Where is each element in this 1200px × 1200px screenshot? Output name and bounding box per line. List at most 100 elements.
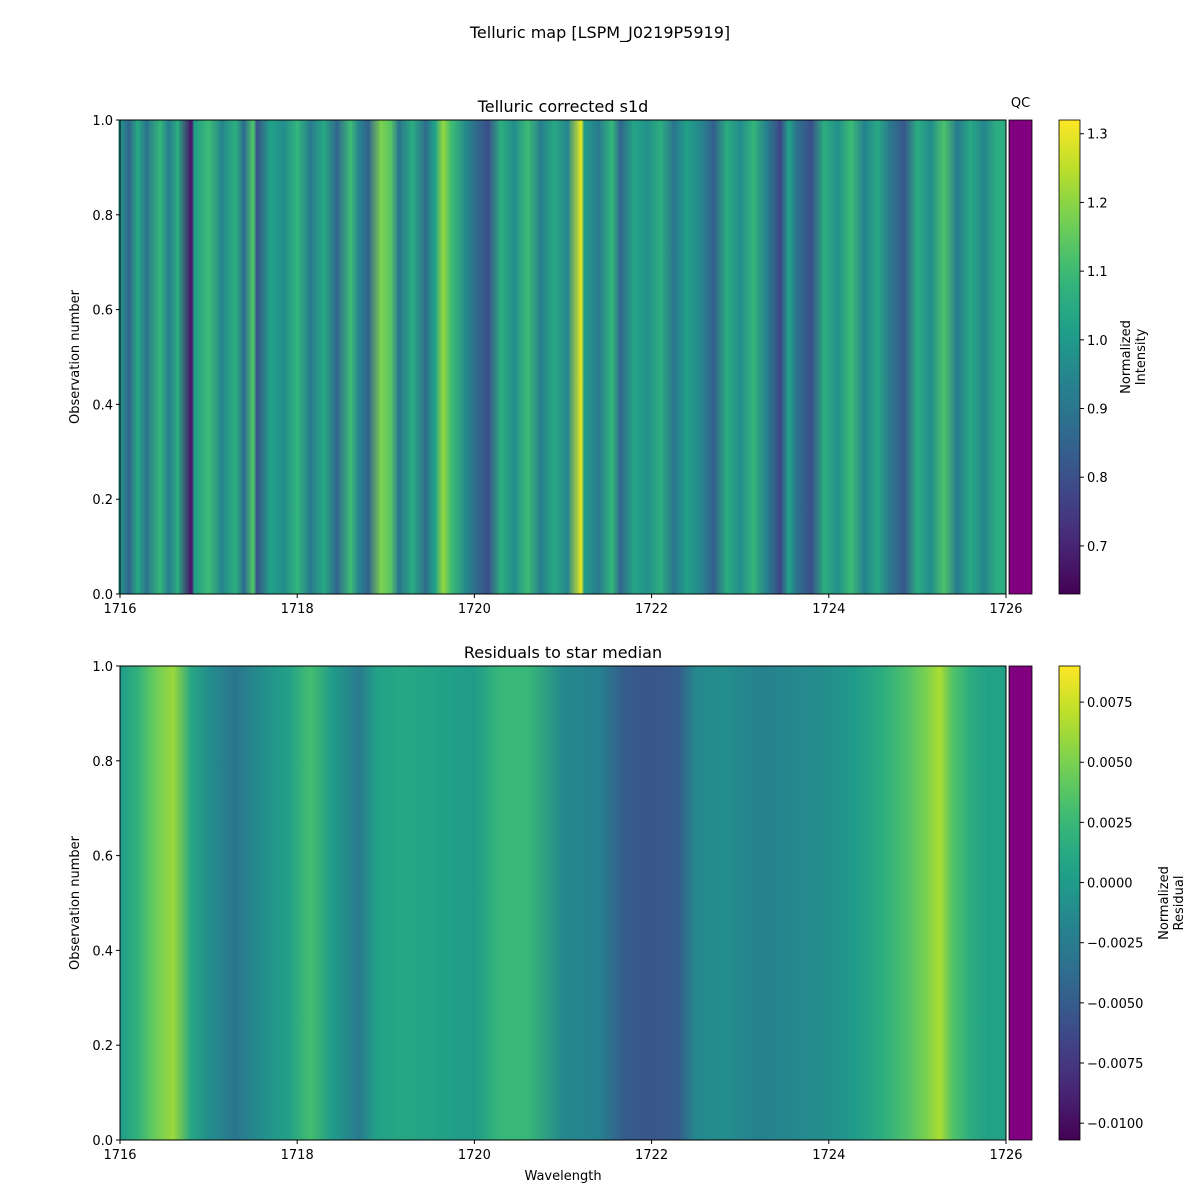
x-tick-label: 1722 bbox=[635, 1148, 668, 1163]
heatmap-column bbox=[176, 120, 180, 594]
heatmap-columns bbox=[119, 666, 989, 1140]
heatmap-column bbox=[158, 120, 162, 594]
heatmap-column bbox=[172, 666, 174, 1140]
colorbar bbox=[1058, 119, 1081, 595]
qc-label: QC bbox=[1011, 96, 1030, 111]
heatmap-column bbox=[889, 120, 893, 594]
heatmap-column bbox=[952, 666, 954, 1140]
heatmap-column bbox=[450, 120, 454, 594]
heatmap-column bbox=[167, 120, 171, 594]
y-tick-label: 0.2 bbox=[92, 1039, 113, 1054]
qc-strip bbox=[1008, 665, 1033, 1141]
heatmap-column bbox=[751, 120, 755, 594]
colorbar-tick-label: 0.9 bbox=[1087, 403, 1108, 418]
colorbar-tick-label: 1.0 bbox=[1087, 334, 1108, 349]
heatmap-column bbox=[234, 666, 236, 1140]
heatmap-column bbox=[712, 120, 716, 594]
heatmap-column bbox=[565, 120, 569, 594]
heatmap-column bbox=[433, 120, 437, 594]
heatmap-column bbox=[441, 120, 445, 594]
colorbar-tick-label: 1.1 bbox=[1087, 265, 1108, 280]
x-tick-label: 1720 bbox=[458, 602, 491, 617]
y-tick-label: 0.2 bbox=[92, 493, 113, 508]
heatmap-column bbox=[925, 666, 927, 1140]
heatmap-column bbox=[651, 666, 653, 1140]
heatmap-column bbox=[366, 120, 370, 594]
heatmap-column bbox=[955, 120, 959, 594]
y-axis-label: Observation number bbox=[68, 289, 83, 424]
heatmap-column bbox=[512, 120, 516, 594]
heatmap-column bbox=[738, 120, 742, 594]
heatmap-column bbox=[348, 120, 352, 594]
y-tick-label: 0.0 bbox=[92, 588, 113, 603]
heatmap-column bbox=[322, 120, 326, 594]
colorbar-tick-label: 1.3 bbox=[1087, 128, 1108, 143]
colorbar-tick-label: 0.8 bbox=[1087, 471, 1108, 486]
charts-container: 1716 1718 1720 1722 1724 1726 0.0 0.2 0.4 0.6 0.8 1… bbox=[68, 96, 1187, 1184]
chart-title: Residuals to star median bbox=[464, 643, 662, 662]
heatmap-column bbox=[526, 120, 530, 594]
heatmap-column bbox=[269, 120, 273, 594]
heatmap-column bbox=[145, 120, 149, 594]
heatmap-column bbox=[969, 120, 973, 594]
heatmap-column bbox=[376, 666, 378, 1140]
heatmap-column bbox=[410, 120, 414, 594]
heatmap-column bbox=[876, 120, 880, 594]
y-tick-label: 0.4 bbox=[92, 398, 113, 413]
colorbar-tick-label: −0.0075 bbox=[1087, 1057, 1143, 1072]
heatmap-column bbox=[379, 120, 383, 594]
y-tick-label: 0.8 bbox=[92, 755, 113, 770]
heatmap-column bbox=[357, 120, 361, 594]
heatmap-column bbox=[473, 666, 475, 1140]
heatmap-column bbox=[619, 120, 623, 594]
heatmap-column bbox=[261, 666, 263, 1140]
colorbar-tick-label: −0.0100 bbox=[1087, 1117, 1143, 1132]
heatmap-column bbox=[154, 666, 156, 1140]
heatmap-column bbox=[836, 120, 840, 594]
heatmap-column bbox=[233, 120, 237, 594]
heatmap-column bbox=[500, 666, 502, 1140]
heatmap-column bbox=[725, 120, 729, 594]
x-tick-label: 1726 bbox=[989, 602, 1022, 617]
heatmap-column bbox=[915, 120, 919, 594]
heatmap-column bbox=[309, 666, 311, 1140]
heatmap-column bbox=[596, 120, 600, 594]
heatmap-column bbox=[332, 666, 334, 1140]
heatmap-column bbox=[136, 120, 140, 594]
heatmap-column bbox=[464, 120, 468, 594]
heatmap-column bbox=[721, 666, 723, 1140]
heatmap-column bbox=[854, 666, 856, 1140]
y-axis-label: Observation number bbox=[68, 835, 83, 970]
heatmap-column bbox=[282, 120, 286, 594]
heatmap-column bbox=[190, 666, 192, 1140]
y-tick-label: 0.6 bbox=[92, 304, 113, 319]
heatmap-column bbox=[397, 120, 401, 594]
heatmap-column bbox=[685, 120, 689, 594]
heatmap-column bbox=[658, 120, 662, 594]
colorbar-tick-label: 0.0000 bbox=[1087, 877, 1133, 892]
heatmap-column bbox=[220, 120, 224, 594]
y-tick-label: 1.0 bbox=[92, 114, 113, 129]
heatmap-column bbox=[942, 120, 946, 594]
x-tick-label: 1716 bbox=[103, 1148, 136, 1163]
heatmap-column bbox=[698, 120, 702, 594]
heatmap-column bbox=[207, 120, 211, 594]
y-tick-label: 0.4 bbox=[92, 944, 113, 959]
y-tick-label: 1.0 bbox=[92, 660, 113, 675]
heatmap-column bbox=[987, 666, 989, 1140]
heatmap-column bbox=[939, 666, 941, 1140]
x-tick-label: 1726 bbox=[989, 1148, 1022, 1163]
heatmap-column bbox=[208, 666, 210, 1140]
heatmap-column bbox=[610, 120, 614, 594]
colorbar-tick-label: −0.0025 bbox=[1087, 937, 1143, 952]
heatmap-column bbox=[552, 120, 556, 594]
heatmap-column bbox=[287, 666, 289, 1140]
heatmap-column bbox=[486, 120, 490, 594]
heatmap-column bbox=[583, 120, 587, 594]
heatmap-column bbox=[424, 120, 428, 594]
heatmap-column bbox=[193, 120, 197, 594]
heatmap-column bbox=[477, 120, 481, 594]
colorbar-tick-label: 0.0050 bbox=[1087, 756, 1133, 771]
colorbar-tick-label: 0.0075 bbox=[1087, 696, 1133, 711]
heatmap-column bbox=[251, 120, 255, 594]
